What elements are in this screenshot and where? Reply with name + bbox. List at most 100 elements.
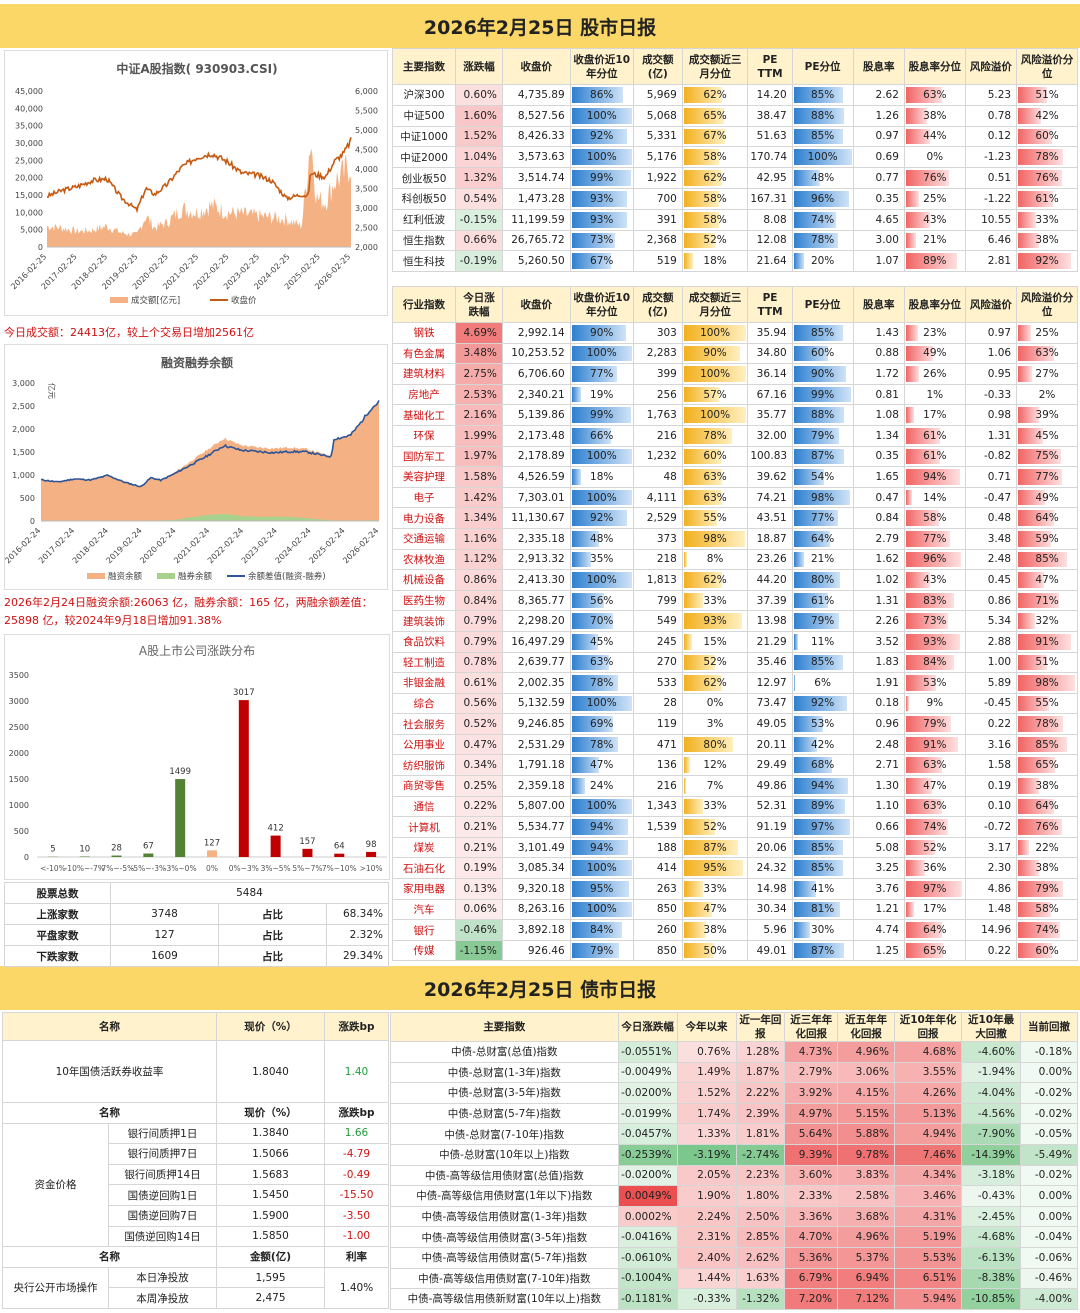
industry-row: 石油石化 0.19% 3,085.34 100% 414 95% 24.32 85% 3.25 3… <box>391 857 1078 880</box>
industry-pct-value: 47% <box>1035 573 1059 586</box>
industry-pct-bar <box>683 572 722 588</box>
industry-pct-cell: 76% <box>1016 816 1078 838</box>
industry-pct-cell: 62% <box>681 672 749 694</box>
treasury-price: 1.8040 <box>216 1040 325 1103</box>
bond-value: 1.63% <box>735 1267 786 1290</box>
industry-value: 3,101.49 <box>501 836 571 859</box>
fund-price: 1.3840 <box>216 1122 325 1145</box>
chart3-data-label: 10 <box>79 844 90 854</box>
index-value: 5,331 <box>632 125 683 148</box>
industry-pct-bar <box>571 592 605 609</box>
industry-value: 2,992.14 <box>501 322 571 344</box>
industry-value: 49.05 <box>747 713 793 735</box>
industry-pct-value: 90% <box>810 367 835 380</box>
csi-a-index-chart-svg: 中证A股指数( 930903.CSI) 0 5,000 10,000 15,000 20,… <box>9 61 378 306</box>
industry-value: 43.51 <box>747 507 793 529</box>
industry-pct-cell: 77% <box>791 507 854 529</box>
industry-pct-cell: 75% <box>1016 445 1078 468</box>
industry-header-8: 股息率 <box>852 286 905 323</box>
industry-pct-cell: 54% <box>791 466 854 488</box>
industry-row: 交通运输 1.16% 2,335.18 48% 373 98% 18.87 64% 2.79 77… <box>391 527 1078 550</box>
industry-pct-cell: 25% <box>1016 322 1078 344</box>
industry-pct-cell: 55% <box>1016 692 1078 715</box>
industry-pct-value: 98% <box>1035 676 1059 689</box>
industry-row: 食品饮料 0.79% 16,497.29 45% 245 15% 21.29 11% 3.52 9… <box>391 630 1078 653</box>
industry-pct-bar <box>1018 613 1036 629</box>
industry-pct-value: 38% <box>1035 779 1059 792</box>
bond-value: -2.74% <box>735 1143 786 1166</box>
industry-pct-bar <box>905 407 915 423</box>
bond-value: 2.23% <box>735 1164 786 1187</box>
industry-pct-value: 62% <box>703 573 727 586</box>
industry-pct-bar <box>1018 922 1061 938</box>
industry-row: 环保 1.99% 2,173.48 66% 216 78% 32.00 79% 1.34 61% 1… <box>391 424 1078 447</box>
industry-pct-cell: 63% <box>903 795 966 818</box>
bond-value: -3.19% <box>676 1143 737 1166</box>
industry-pct-cell: 78% <box>569 733 634 756</box>
industry-value: 5,807.00 <box>501 795 571 818</box>
industry-pct-value: 100% <box>586 697 617 710</box>
chart3-bar <box>143 853 154 857</box>
index-header-9: 股息率分位 <box>903 48 966 85</box>
bond-value: 2.62% <box>735 1246 786 1269</box>
industry-pct-cell: 87% <box>791 939 854 962</box>
index-row: 恒生指数 0.66% 26,765.72 73% 2,368 52% 12.08 78% 3.0… <box>391 229 1078 252</box>
index-pct-cell: 42% <box>1016 104 1078 127</box>
industry-value: 549 <box>632 610 683 632</box>
index-pct-cell: 73% <box>569 229 634 252</box>
index-pct-cell: 44% <box>903 125 966 148</box>
industry-value: 20.11 <box>747 733 793 756</box>
industry-pct-bar <box>571 469 581 485</box>
industry-pct-value: 98% <box>810 491 835 504</box>
index-pct-cell: 92% <box>569 125 634 148</box>
fall-ratio-label: 占比 <box>218 945 327 967</box>
industry-value: 1.10 <box>852 795 905 818</box>
industry-pct-value: 80% <box>703 738 727 751</box>
industry-pct-value: 23% <box>923 326 947 339</box>
industry-change: 0.21% <box>455 816 503 838</box>
index-change: 0.66% <box>455 229 503 252</box>
bond-value: -0.0551% <box>617 1041 678 1063</box>
index-pct-cell: 92% <box>1016 250 1078 273</box>
bond-value: -0.0199% <box>617 1102 678 1125</box>
index-pct-cell: 38% <box>903 104 966 127</box>
index-pct-bar <box>1018 170 1062 186</box>
industry-change: 2.53% <box>455 383 503 406</box>
omo-row: 本周净投放 2,475 <box>3 1287 389 1309</box>
index-value: 0.69 <box>852 146 905 169</box>
bond-name: 中债-高等级信用债财富(3-5年)指数 <box>390 1226 619 1248</box>
chart1-yleft-tick: 25,000 <box>15 156 43 165</box>
industry-value: 37.39 <box>747 589 793 612</box>
industry-pct-value: 93% <box>923 635 947 648</box>
index-pct-cell: 48% <box>791 167 854 189</box>
industry-pct-cell: 94% <box>569 836 634 859</box>
index-change: 1.60% <box>455 104 503 127</box>
index-pct-value: 0% <box>926 151 944 164</box>
industry-pct-value: 79% <box>923 718 947 731</box>
bond-value: 4.73% <box>784 1041 839 1063</box>
industry-pct-value: 95% <box>590 882 614 895</box>
industry-pct-bar <box>571 654 609 671</box>
bond-value: 4.34% <box>894 1164 963 1187</box>
index-change: 0.54% <box>455 187 503 210</box>
fund-row: 国债逆回购14日 1.5850 -1.00 <box>3 1225 389 1248</box>
index-pct-value: 78% <box>1035 151 1059 164</box>
index-pct-bar <box>683 149 720 166</box>
industry-value: 0.10 <box>964 795 1018 818</box>
industry-pct-bar <box>793 860 843 877</box>
industry-row: 钢铁 4.69% 2,992.14 90% 303 100% 35.94 85% 1.43 23%… <box>391 322 1078 344</box>
chart3-data-label: 5 <box>50 845 55 855</box>
industry-pct-bar <box>905 881 962 897</box>
industry-value: 2,531.29 <box>501 733 571 756</box>
index-change: -0.15% <box>455 208 503 231</box>
industry-pct-value: 100% <box>586 800 617 813</box>
industry-pct-bar <box>683 386 719 403</box>
industry-pct-bar <box>793 407 845 423</box>
rates-h-name: 名称 <box>2 1012 217 1041</box>
industry-pct-cell: 91% <box>1016 630 1078 653</box>
index-value: 6.46 <box>964 229 1018 252</box>
bond-value: -4.00% <box>1020 1288 1078 1310</box>
chart3-x-tick: -7%~-5% <box>99 864 135 873</box>
industry-pct-value: 76% <box>1035 821 1059 834</box>
industry-pct-bar <box>571 901 632 918</box>
